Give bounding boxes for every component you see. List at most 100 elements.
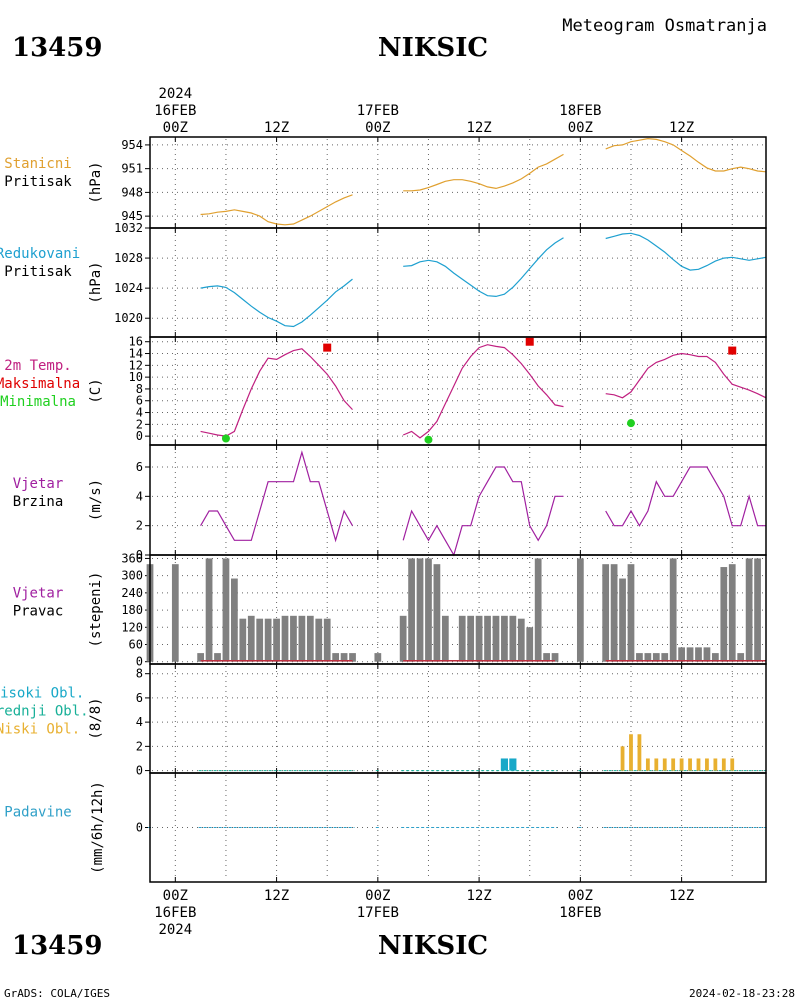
direction-bar bbox=[416, 558, 424, 662]
direction-bar bbox=[171, 564, 179, 662]
unit-label: (C) bbox=[88, 378, 104, 403]
time-label-bottom: 00Z bbox=[163, 888, 188, 904]
panel-label: Maksimalna bbox=[0, 376, 80, 392]
station-name-bottom: NIKSIC bbox=[378, 931, 488, 961]
station-id-bottom: 13459 bbox=[12, 931, 102, 961]
series-line bbox=[200, 348, 353, 437]
unit-label: (mm/6h/12h) bbox=[90, 781, 106, 874]
time-label-bottom: 12Z bbox=[669, 888, 694, 904]
y-tick-label: 240 bbox=[121, 586, 143, 600]
series-line bbox=[200, 278, 353, 328]
direction-bar bbox=[501, 615, 508, 662]
direction-bar bbox=[492, 615, 500, 662]
y-tick-label: 0 bbox=[136, 548, 143, 562]
direction-bar bbox=[644, 653, 652, 662]
series-line bbox=[402, 466, 564, 557]
panel-label: Pritisak bbox=[4, 174, 72, 190]
panel-label: Stanicni bbox=[4, 156, 71, 172]
unit-label: (stepeni) bbox=[88, 572, 104, 648]
direction-bar bbox=[239, 618, 247, 662]
direction-bar bbox=[661, 653, 669, 662]
meteogram-subtitle: Meteogram Osmatranja bbox=[562, 16, 767, 36]
direction-bar bbox=[534, 558, 542, 662]
cloud-bar bbox=[645, 758, 650, 771]
direction-bar bbox=[256, 618, 264, 662]
panel-wind_direction: 0 60 120 180 240 300 360 (stepeni) Vjetar Pravac bbox=[13, 551, 767, 669]
y-tick-label: 945 bbox=[121, 209, 143, 223]
y-tick-label: 1020 bbox=[114, 311, 143, 325]
panel-reduced_pressure: 1020 1024 1028 1032 (hPa) Redukovani Pritisak bbox=[0, 221, 767, 338]
direction-bar bbox=[711, 653, 719, 662]
plot-area: 945948951954(hPa)StanicniPritisak1020102… bbox=[0, 86, 768, 938]
direction-bar bbox=[509, 615, 517, 662]
y-tick-label: 8 bbox=[136, 382, 143, 396]
direction-bar bbox=[678, 647, 685, 662]
cloud-bar bbox=[629, 734, 633, 771]
direction-bar bbox=[458, 615, 466, 662]
y-tick-label: 0 bbox=[136, 429, 143, 443]
panel-label: Visoki Obl. bbox=[0, 686, 84, 702]
direction-bar bbox=[703, 647, 711, 662]
footer-credit: GrADS: COLA/IGES bbox=[4, 987, 110, 1000]
series-line bbox=[605, 352, 767, 399]
y-tick-label: 1028 bbox=[114, 251, 143, 265]
direction-bar bbox=[340, 653, 348, 662]
cloud-bar bbox=[620, 746, 625, 771]
series-line bbox=[605, 232, 767, 271]
y-tick-label: 16 bbox=[129, 335, 143, 349]
cloud-bar bbox=[705, 758, 709, 771]
direction-bar bbox=[399, 615, 407, 662]
y-tick-label: 2 bbox=[136, 519, 143, 533]
direction-bar bbox=[686, 647, 694, 662]
y-tick-label: 0 bbox=[136, 821, 143, 835]
y-tick-label: 360 bbox=[121, 551, 143, 565]
time-label-bottom: 00Z bbox=[568, 888, 593, 904]
direction-bar bbox=[636, 653, 643, 662]
tmax-marker bbox=[323, 343, 332, 352]
panel-clouds: 0 2 4 6 8 (8/8)Visoki Obl. Srednji Obl. Niski O… bbox=[0, 663, 768, 778]
tmin-marker bbox=[424, 435, 433, 444]
tmin-marker bbox=[626, 419, 635, 428]
direction-bar bbox=[484, 615, 491, 662]
y-tick-label: 1024 bbox=[114, 281, 143, 295]
y-tick-label: 2 bbox=[136, 417, 143, 431]
y-tick-label: 8 bbox=[136, 667, 143, 681]
tmax-marker bbox=[525, 337, 534, 346]
series-line bbox=[200, 194, 353, 226]
y-tick-label: 12 bbox=[129, 358, 143, 372]
y-tick-label: 951 bbox=[121, 162, 143, 176]
cloud-bar bbox=[696, 758, 701, 771]
direction-bar bbox=[197, 653, 205, 662]
y-tick-label: 0 bbox=[136, 764, 143, 778]
series-line bbox=[402, 344, 564, 439]
y-tick-label: 6 bbox=[136, 691, 143, 705]
panel-label: Niski Obl. bbox=[0, 722, 80, 738]
footer-timestamp: 2024-02-18-23:28 bbox=[689, 987, 795, 1000]
panel-precipitation: 0 (mm/6h/12h) Padavine bbox=[4, 772, 768, 883]
direction-bar bbox=[264, 618, 272, 662]
direction-bar bbox=[332, 653, 340, 662]
direction-bar bbox=[526, 627, 534, 662]
panel-frame bbox=[149, 663, 767, 774]
tmin-marker bbox=[221, 434, 230, 443]
direction-bar bbox=[610, 564, 618, 662]
y-tick-label: 180 bbox=[121, 603, 143, 617]
cloud-bar bbox=[713, 758, 718, 771]
direction-bar bbox=[441, 615, 449, 662]
time-label-bottom: 12Z bbox=[466, 888, 491, 904]
panel-label: Pritisak bbox=[4, 264, 72, 280]
direction-bar bbox=[408, 558, 415, 662]
direction-bar bbox=[720, 567, 728, 662]
cloud-bar bbox=[654, 758, 659, 771]
y-tick-label: 1032 bbox=[114, 221, 143, 235]
panel-label: Brzina bbox=[13, 494, 64, 510]
time-label-top: 12Z bbox=[466, 120, 491, 136]
cloud-bar bbox=[679, 758, 684, 771]
unit-label: (8/8) bbox=[88, 697, 104, 739]
station-id-top: 13459 bbox=[12, 33, 102, 63]
direction-bar bbox=[433, 564, 441, 662]
cloud-bar bbox=[509, 758, 517, 771]
